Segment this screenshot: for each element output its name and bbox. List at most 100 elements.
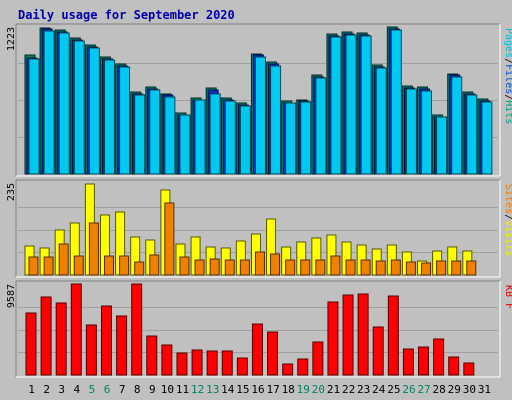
legend-entry: Visits (503, 220, 512, 256)
bar-pages-day-26 (405, 88, 417, 175)
bar-pages-day-9 (149, 89, 161, 175)
bar-sites-day-21 (330, 255, 341, 276)
bar-kb-f-day-9 (146, 335, 158, 376)
bar-kb-f-day-5 (85, 324, 97, 376)
bar-sites-day-13 (209, 258, 220, 276)
bar-pages-day-30 (466, 94, 478, 175)
bar-sites-day-28 (436, 260, 447, 276)
bar-sites-day-7 (119, 255, 130, 276)
bar-sites-day-14 (224, 259, 235, 276)
bar-kb-f-day-7 (116, 315, 128, 376)
bar-pages-day-16 (254, 56, 266, 175)
bar-pages-day-7 (119, 66, 131, 175)
bar-pages-day-23 (360, 35, 372, 175)
x-tick-label: 5 (89, 383, 96, 396)
bar-kb-f-day-6 (100, 305, 112, 376)
x-tick-label: 6 (104, 383, 111, 396)
bar-kb-f-day-26 (402, 348, 414, 376)
bar-sites-day-2 (43, 256, 54, 276)
bar-pages-day-11 (179, 114, 191, 175)
x-tick-label: 13 (206, 383, 219, 396)
x-tick-label: 30 (463, 383, 476, 396)
x-tick-label: 7 (119, 383, 126, 396)
bar-sites-day-3 (58, 243, 69, 276)
legend-entry: Pages (503, 28, 512, 58)
x-tick-label: 18 (282, 383, 295, 396)
panel-kbytes: 9587 KB F (6, 280, 512, 378)
x-tick-label: 31 (478, 383, 491, 396)
x-tick-label: 8 (134, 383, 141, 396)
bar-pages-day-2 (43, 30, 55, 175)
bar-pages-day-20 (315, 77, 327, 175)
bar-sites-day-29 (451, 260, 462, 276)
chart-panels: 1223Pages/Files/Hits235Sites/Visits9587K… (6, 23, 512, 378)
bar-pages-day-15 (239, 105, 251, 175)
x-tick-label: 4 (74, 383, 81, 396)
bar-pages-day-18 (285, 102, 297, 175)
x-axis-labels: 1 2 3 4 5 6 7 8 9 10 11 12 13 14 15 16 17 18 19 20 21 22 23 24 2… (28, 383, 491, 396)
bar-pages-day-19 (300, 101, 312, 175)
bar-sites-day-12 (194, 259, 205, 276)
bar-sites-day-27 (421, 262, 432, 276)
bar-kb-f-day-25 (387, 295, 399, 376)
legend-entry: Sites (503, 184, 512, 214)
bar-kb-f-day-14 (221, 350, 233, 376)
bar-pages-day-1 (28, 58, 40, 175)
x-tick-label: 14 (221, 383, 235, 396)
bar-pages-day-8 (134, 94, 146, 175)
bar-pages-day-3 (58, 32, 70, 175)
bar-kb-f-day-13 (206, 350, 218, 376)
bar-kb-f-day-1 (25, 312, 37, 376)
bar-pages-day-31 (481, 101, 493, 175)
bar-kb-f-day-16 (251, 323, 263, 376)
x-tick-label: 29 (448, 383, 461, 396)
y-max-label: 1223 (6, 27, 17, 51)
bar-pages-day-14 (224, 100, 236, 175)
legend-entry: / (503, 214, 512, 220)
x-tick-label: 16 (251, 383, 264, 396)
bar-sites-day-17 (270, 253, 281, 276)
bar-sites-day-19 (300, 259, 311, 276)
bar-sites-day-9 (149, 254, 160, 276)
bar-sites-day-25 (390, 259, 401, 276)
bar-pages-day-17 (270, 65, 282, 175)
bar-pages-day-22 (345, 34, 357, 175)
bar-kb-f-day-28 (433, 338, 445, 376)
legend: KB F (503, 285, 512, 309)
x-tick-label: 21 (327, 383, 340, 396)
x-tick-label: 9 (149, 383, 156, 396)
bar-sites-day-4 (73, 255, 84, 276)
bar-kb-f-day-11 (176, 352, 188, 376)
legend-entry: Hits (503, 100, 512, 124)
bar-pages-day-10 (164, 96, 176, 175)
bar-kb-f-day-24 (372, 326, 384, 376)
x-tick-label: 3 (58, 383, 65, 396)
bar-kb-f-day-21 (327, 301, 339, 376)
x-tick-label: 27 (417, 383, 430, 396)
bar-pages-day-24 (375, 67, 387, 175)
bar-sites-day-5 (88, 222, 99, 276)
bar-sites-day-18 (285, 259, 296, 276)
bar-kb-f-day-12 (191, 349, 203, 376)
legend-entry: / (503, 94, 512, 100)
bar-kb-f-day-8 (131, 283, 143, 376)
bar-pages-day-21 (330, 36, 342, 175)
bar-kb-f-day-18 (282, 363, 294, 376)
bar-kb-f-day-10 (161, 344, 173, 376)
bar-sites-day-30 (466, 260, 477, 276)
bar-pages-day-27 (421, 90, 433, 175)
bar-kb-f-day-22 (342, 294, 354, 376)
bar-sites-day-10 (164, 202, 175, 276)
x-tick-label: 23 (357, 383, 370, 396)
bar-pages-day-6 (103, 59, 115, 175)
bar-pages-day-25 (390, 29, 402, 175)
bar-kb-f-day-15 (236, 357, 248, 376)
bar-pages-day-5 (88, 47, 100, 175)
bar-kb-f-day-27 (418, 346, 430, 376)
x-tick-label: 25 (387, 383, 400, 396)
x-tick-label: 1 (28, 383, 35, 396)
y-max-label: 9587 (6, 284, 17, 308)
bar-sites-day-23 (360, 259, 371, 276)
x-tick-label: 24 (372, 383, 386, 396)
